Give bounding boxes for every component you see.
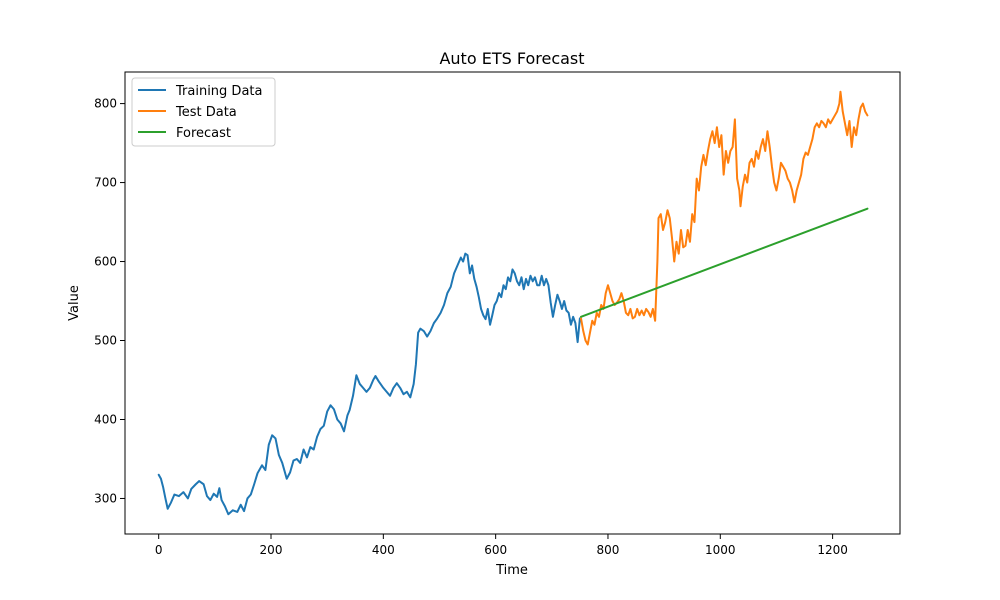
legend-label-training-data: Training Data <box>175 84 262 99</box>
plot-frame <box>124 71 901 535</box>
x-axis-label: Time <box>495 563 528 578</box>
legend: Training Data Test Data Forecast <box>131 77 276 147</box>
series-line-training-data <box>157 252 581 516</box>
x-tick-label: 200 <box>260 543 283 557</box>
series-line-test-data <box>580 90 869 346</box>
y-tick-label: 700 <box>94 176 117 190</box>
x-tick-label: 600 <box>484 543 507 557</box>
series-line-forecast <box>580 207 869 318</box>
legend-label-forecast: Forecast <box>176 126 231 141</box>
plot-area <box>157 90 869 516</box>
y-axis-label: Value <box>67 285 82 321</box>
x-tick-label: 1200 <box>817 543 848 557</box>
x-tick-label: 0 <box>155 543 163 557</box>
x-tick-label: 400 <box>372 543 395 557</box>
axis-ticks: 0 200 400 600 800 1000 1200 300 400 500 600 700 800 <box>94 97 848 557</box>
x-tick-label: 800 <box>597 543 620 557</box>
legend-box <box>131 77 276 147</box>
y-tick-label: 400 <box>94 412 117 426</box>
x-tick-label: 1000 <box>705 543 736 557</box>
chart-title: Auto ETS Forecast <box>439 49 584 68</box>
y-tick-label: 800 <box>94 97 117 111</box>
y-tick-label: 300 <box>94 491 117 505</box>
legend-label-test-data: Test Data <box>175 105 237 120</box>
y-tick-label: 600 <box>94 255 117 269</box>
y-tick-label: 500 <box>94 334 117 348</box>
